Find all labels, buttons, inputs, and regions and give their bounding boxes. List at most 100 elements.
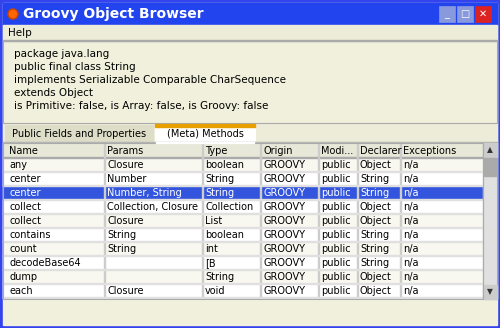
Text: public final class String: public final class String	[14, 62, 136, 72]
Bar	[3, 158, 483, 172]
Text: n/a: n/a	[403, 202, 418, 212]
Text: extends Object: extends Object	[14, 88, 93, 98]
Bar	[3, 256, 483, 270]
Bar	[3, 270, 483, 284]
Bar	[260, 143, 261, 299]
Text: Help: Help	[8, 28, 32, 38]
Text: Params: Params	[107, 146, 144, 155]
Bar	[484, 158, 496, 176]
Text: String: String	[205, 174, 234, 184]
Text: n/a: n/a	[403, 272, 418, 282]
Text: public: public	[321, 174, 350, 184]
Bar	[3, 171, 483, 172]
Text: Object: Object	[360, 272, 392, 282]
Text: n/a: n/a	[403, 258, 418, 268]
Text: GROOVY: GROOVY	[263, 174, 305, 184]
Text: GROOVY: GROOVY	[263, 258, 305, 268]
Text: GROOVY: GROOVY	[263, 188, 305, 198]
Text: public: public	[321, 216, 350, 226]
Text: ▼: ▼	[487, 288, 493, 297]
Text: dump: dump	[9, 272, 37, 282]
Text: String: String	[205, 188, 234, 198]
Bar	[3, 142, 497, 143]
Text: □: □	[460, 9, 469, 19]
Text: String: String	[107, 230, 136, 240]
Bar	[3, 123, 497, 143]
Bar	[3, 143, 483, 158]
Bar	[3, 284, 483, 298]
Bar	[483, 143, 497, 157]
Bar	[3, 3, 497, 25]
Text: Collection: Collection	[205, 202, 254, 212]
Text: String: String	[360, 244, 389, 254]
Text: Closure: Closure	[107, 160, 144, 170]
Text: String: String	[360, 258, 389, 268]
Bar	[357, 143, 358, 299]
Text: public: public	[321, 272, 350, 282]
Text: _: _	[444, 9, 450, 19]
Text: ▲: ▲	[487, 146, 493, 154]
Bar	[3, 143, 483, 299]
Text: n/a: n/a	[403, 216, 418, 226]
Text: String: String	[107, 244, 136, 254]
Bar	[3, 40, 497, 41]
Text: (Meta) Methods: (Meta) Methods	[166, 129, 244, 139]
Bar	[3, 157, 483, 158]
Bar	[3, 255, 483, 256]
Text: GROOVY: GROOVY	[263, 286, 305, 296]
Text: center: center	[9, 188, 40, 198]
Text: String: String	[205, 272, 234, 282]
Text: GROOVY: GROOVY	[263, 160, 305, 170]
Text: Collection, Closure: Collection, Closure	[107, 202, 198, 212]
Text: Object: Object	[360, 216, 392, 226]
Bar	[3, 269, 483, 270]
Bar	[475, 6, 491, 22]
Text: n/a: n/a	[403, 244, 418, 254]
Bar	[3, 143, 483, 299]
Bar	[457, 6, 473, 22]
Text: Public Fields and Properties: Public Fields and Properties	[12, 129, 146, 139]
Text: n/a: n/a	[403, 286, 418, 296]
Text: String: String	[360, 188, 389, 198]
Text: List: List	[205, 216, 222, 226]
Text: contains: contains	[9, 230, 50, 240]
Text: int: int	[205, 244, 218, 254]
Text: String: String	[360, 174, 389, 184]
Text: GROOVY: GROOVY	[263, 216, 305, 226]
Bar	[3, 186, 483, 200]
Text: package java.lang: package java.lang	[14, 49, 109, 59]
Text: Declarer: Declarer	[360, 146, 402, 155]
Text: is Primitive: false, is Array: false, is Groovy: false: is Primitive: false, is Array: false, is…	[14, 101, 268, 111]
Text: Origin: Origin	[263, 146, 292, 155]
Bar	[3, 227, 483, 228]
Text: Object: Object	[360, 202, 392, 212]
Bar	[3, 172, 483, 186]
Bar	[400, 143, 401, 299]
Text: Groovy Object Browser: Groovy Object Browser	[23, 7, 204, 21]
Text: Number, String: Number, String	[107, 188, 182, 198]
Bar	[3, 214, 483, 228]
Bar	[155, 124, 255, 143]
Bar	[202, 143, 203, 299]
Text: public: public	[321, 188, 350, 198]
Text: decodeBase64: decodeBase64	[9, 258, 81, 268]
Bar	[104, 143, 105, 299]
Bar	[156, 142, 254, 143]
Text: collect: collect	[9, 216, 41, 226]
Circle shape	[8, 9, 18, 19]
Text: GROOVY: GROOVY	[263, 230, 305, 240]
Text: n/a: n/a	[403, 230, 418, 240]
Bar	[483, 143, 497, 299]
Text: String: String	[360, 230, 389, 240]
Bar	[3, 213, 483, 214]
Text: GROOVY: GROOVY	[263, 244, 305, 254]
Text: public: public	[321, 202, 350, 212]
Text: Object: Object	[360, 286, 392, 296]
Text: Type: Type	[205, 146, 228, 155]
Text: GROOVY: GROOVY	[263, 202, 305, 212]
Bar	[3, 185, 483, 186]
Text: n/a: n/a	[403, 174, 418, 184]
Text: count: count	[9, 244, 36, 254]
Bar	[483, 143, 497, 299]
Text: each: each	[9, 286, 32, 296]
